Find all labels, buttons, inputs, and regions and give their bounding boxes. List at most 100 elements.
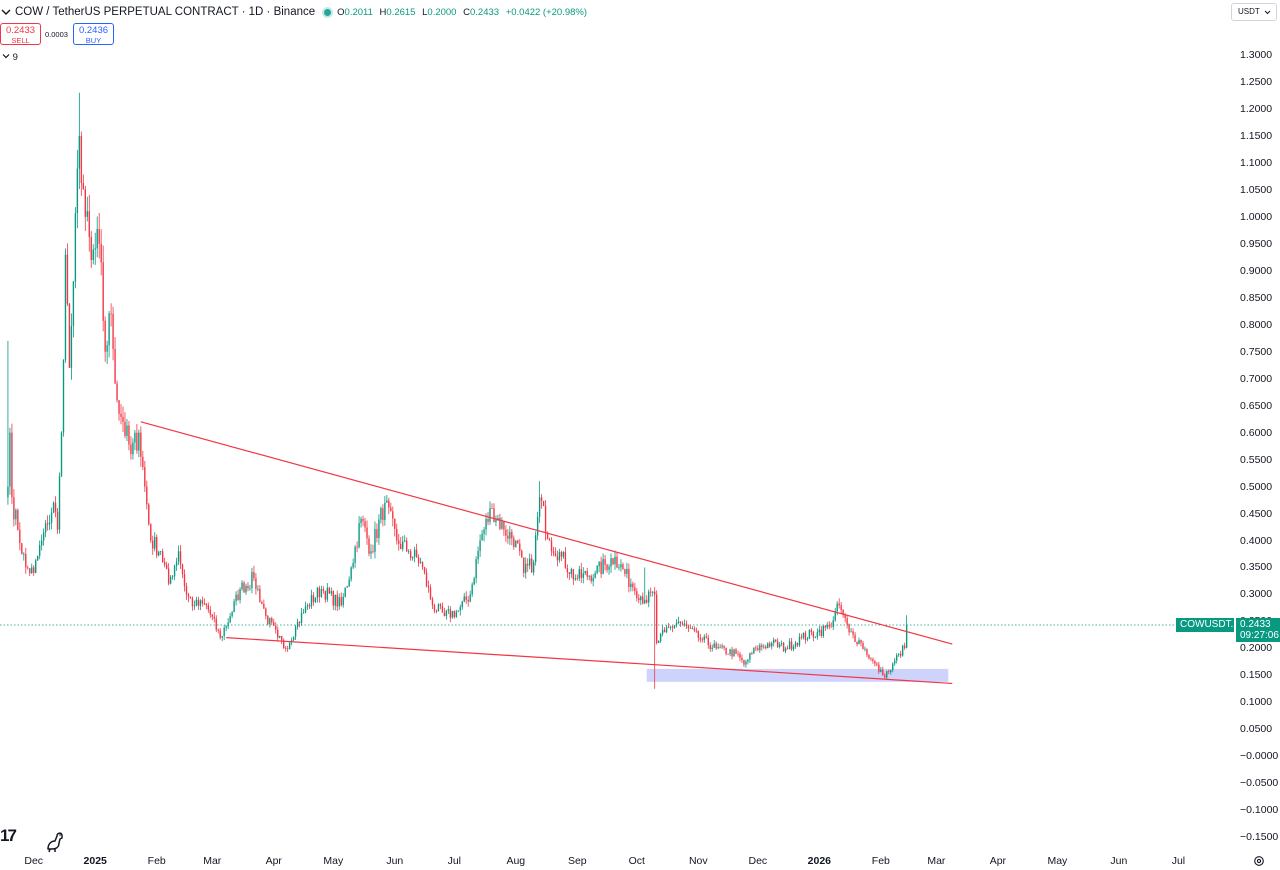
candle (616, 552, 618, 569)
candle-body (306, 605, 309, 607)
candle (177, 545, 180, 565)
candle (350, 566, 352, 582)
candle-body (130, 444, 132, 455)
y-tick-label: 0.1500 (1240, 669, 1273, 682)
currency-selector[interactable]: USDT (1231, 3, 1277, 21)
candle-body (602, 559, 604, 574)
candle-body (142, 456, 144, 468)
candle (112, 306, 114, 361)
candle-body (132, 442, 134, 455)
candle (122, 406, 124, 432)
candle-body (699, 637, 702, 640)
candle-body (842, 610, 844, 615)
candle (411, 556, 414, 561)
candle-body (493, 508, 495, 523)
candle-body (78, 135, 81, 169)
candle-body (814, 637, 817, 638)
candle-body (281, 636, 283, 641)
candle (203, 598, 206, 606)
candle-body (618, 567, 620, 569)
candle-body (187, 594, 190, 597)
chevron-down-icon[interactable] (0, 6, 12, 18)
candle (405, 537, 408, 552)
candle (132, 438, 134, 460)
candle-body (580, 569, 582, 578)
gear-icon[interactable] (1253, 855, 1265, 867)
candles-layer (7, 92, 908, 689)
candle-body (749, 653, 751, 660)
candle-body (830, 626, 832, 628)
candle-body (35, 560, 37, 573)
candle-body (657, 640, 660, 643)
candle-body (852, 631, 854, 635)
candle (352, 558, 354, 570)
candle (88, 194, 90, 252)
candle-body (588, 575, 590, 577)
candle-body (11, 432, 13, 498)
candle-body (578, 569, 580, 579)
candle (376, 523, 378, 543)
candle (44, 520, 47, 538)
candle-body (693, 628, 696, 631)
candle (300, 607, 303, 626)
candle-body (513, 538, 515, 548)
candle (544, 500, 547, 541)
x-tick-label: Mar (203, 855, 222, 867)
candle-body (292, 636, 295, 641)
candle (62, 359, 65, 437)
candle-body (574, 578, 577, 580)
candle-body (443, 612, 446, 617)
candle (659, 632, 662, 643)
candle (717, 643, 719, 649)
open-label: O (337, 6, 345, 18)
support-trendline[interactable] (226, 637, 953, 685)
candle-body (243, 582, 245, 593)
candle (874, 660, 876, 667)
sell-button[interactable]: 0.2433 SELL (0, 23, 41, 45)
candle (171, 575, 174, 580)
candle-body (205, 603, 208, 606)
candle (314, 597, 317, 603)
candle (800, 633, 803, 640)
candle (699, 633, 702, 643)
trendlines-layer[interactable] (140, 421, 953, 685)
symbol-title[interactable]: COW / TetherUS PERPETUAL CONTRACT · 1D ·… (15, 6, 316, 18)
candle-body (17, 509, 19, 530)
tradingview-logo-icon[interactable]: 17 (0, 826, 17, 845)
candle (556, 550, 559, 567)
candle (610, 553, 612, 573)
candle-body (870, 658, 872, 660)
dino-icon[interactable] (44, 829, 68, 853)
candle (304, 601, 307, 614)
buy-button[interactable]: 0.2436 BUY (73, 23, 114, 45)
candle (511, 528, 513, 546)
candle (364, 517, 366, 532)
candle-body (489, 508, 491, 522)
candle (499, 513, 501, 531)
resistance-trendline[interactable] (140, 421, 953, 645)
candle-body (88, 211, 90, 237)
candle (15, 508, 17, 526)
candle-body (519, 543, 521, 551)
candle-body (350, 567, 352, 580)
candle (189, 596, 192, 599)
candle (259, 585, 261, 603)
y-tick-label: 1.1000 (1240, 156, 1273, 169)
candle-body (548, 539, 551, 541)
candle-body (880, 669, 882, 672)
candle (108, 310, 110, 358)
candle (780, 640, 783, 647)
candle-body (437, 604, 440, 612)
candle-body (507, 535, 509, 539)
candle-body (284, 647, 287, 649)
candle-body (431, 599, 434, 606)
candle-body (818, 629, 821, 633)
candle-body (15, 509, 17, 520)
candle (614, 550, 616, 570)
indicators-toggle[interactable]: 9 (2, 52, 18, 63)
candle (354, 545, 356, 568)
candle-body (626, 568, 628, 574)
candle (451, 610, 454, 619)
candle-body (899, 653, 902, 656)
